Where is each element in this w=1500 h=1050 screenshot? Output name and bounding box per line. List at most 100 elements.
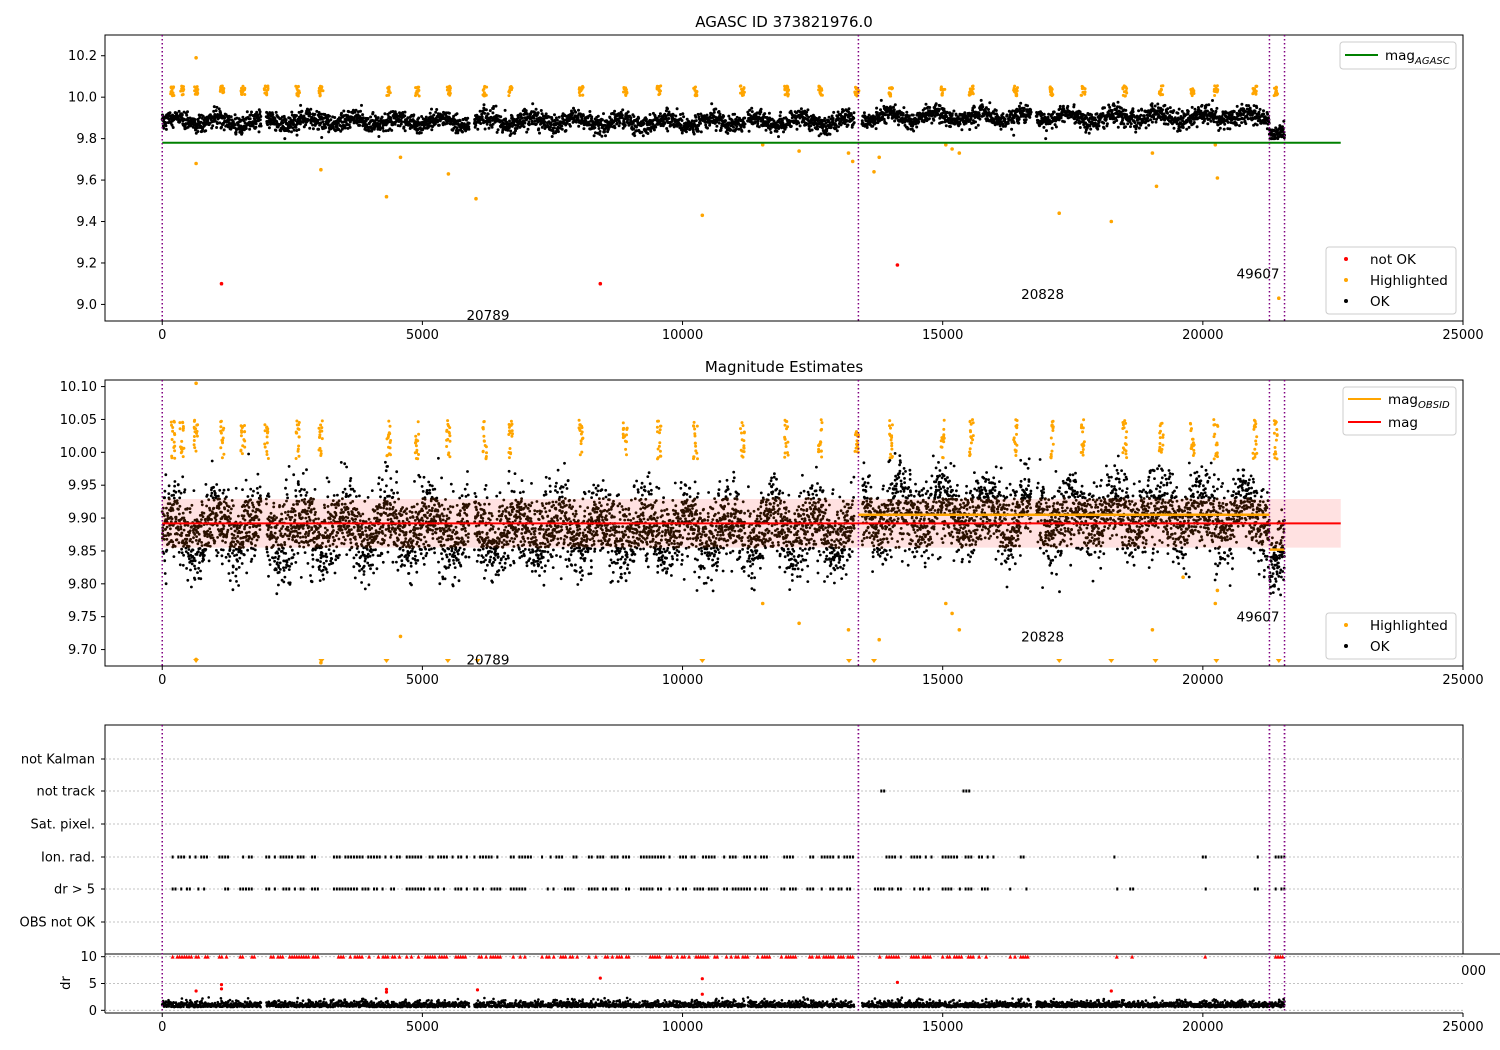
agasc-ok-point [901,112,905,115]
agasc-ok-point [710,102,714,106]
agasc-ok-point [327,130,331,134]
agasc-ok-point [1072,103,1076,107]
magnitude-ok-point [192,489,196,492]
agasc-ok-point [382,129,386,133]
agasc-ok-point [240,131,244,135]
agasc-ok-point [1122,122,1126,126]
agasc-ok-point [509,132,513,136]
agasc-highlighted-point [240,88,244,92]
magnitude-ok-point [161,529,165,533]
agasc-ok-point [513,131,517,135]
agasc-ok-point [806,108,810,112]
agasc-ytick-label: 9.2 [76,256,97,271]
agasc-ok-point [539,109,543,112]
agasc-ok-point [430,107,433,111]
magnitude-ok-point [190,562,194,566]
agasc-ok-point [618,121,622,125]
agasc-not-ok-point [895,263,900,267]
agasc-ok-point [724,119,727,123]
agasc-ok-point [491,111,495,115]
agasc-ok-point [1258,107,1262,111]
magnitude-ok-point [170,517,174,521]
agasc-ok-point [504,117,508,121]
agasc-highlighted-point [1253,91,1257,95]
agasc-ok-point [309,107,313,111]
magnitude-ok-point [177,507,180,511]
agasc-ytick-label: 9.8 [76,132,97,147]
agasc-ok-point [532,116,536,120]
agasc-ok-point [632,127,636,131]
agasc-ok-point [597,127,601,130]
agasc-highlighted-point [1015,94,1019,98]
agasc-ok-point [1062,120,1066,124]
agasc-ok-point [1059,116,1063,120]
agasc-highlighted-point [1081,85,1085,89]
agasc-highlighted-point [693,88,697,92]
agasc-ok-point [911,113,915,117]
agasc-title: AGASC ID 373821976.0 [695,13,873,31]
agasc-ok-point [248,127,252,131]
agasc-ok-point [1189,119,1193,123]
agasc-highlighted-point [417,88,421,92]
magnitude-ok-point [194,524,198,528]
agasc-ok-point [816,127,820,131]
agasc-ok-point [1108,105,1112,109]
agasc-ok-point [211,124,215,128]
agasc-ok-point [1052,110,1056,114]
magnitude-ok-point [180,551,184,555]
agasc-ok-point [714,107,718,111]
agasc-ok-point [378,128,382,131]
agasc-highlighted-point [578,93,582,97]
agasc-ok-point [666,129,670,133]
agasc-ok-point [198,116,202,119]
legend-highlighted-swatch [1344,278,1348,282]
agasc-ok-point [699,121,702,125]
agasc-ok-point [220,125,223,129]
agasc-ok-point [186,110,189,114]
agasc-ok-point [1066,104,1070,108]
agasc-ok-point [694,119,698,123]
agasc-ok-point [649,129,653,133]
agasc-ok-point [521,116,524,120]
agasc-highlighted-point [578,89,582,93]
agasc-ok-point [543,120,547,124]
agasc-ok-point [1223,122,1227,126]
agasc-ok-point [912,129,916,133]
agasc-ok-point [564,129,568,132]
magnitude-ok-point [185,567,189,570]
agasc-not-ok-point [219,281,224,286]
agasc-ok-point [1168,106,1172,110]
agasc-highlighted-point [939,88,943,92]
agasc-ok-point [228,118,232,122]
agasc-xtick-label: 20000 [1182,328,1223,343]
agasc-ok-point [756,122,760,126]
agasc-highlighted-point [817,85,821,89]
agasc-obsid-annotation: 20828 [1021,287,1064,303]
agasc-ok-point [1050,126,1054,130]
agasc-ok-point [1150,120,1154,124]
agasc-ok-point [333,116,337,119]
magnitude-ok-point [167,497,171,501]
agasc-highlighted-point [320,85,324,89]
agasc-ok-point [488,109,492,113]
agasc-ok-point [1121,116,1125,120]
agasc-ok-point [756,119,760,123]
agasc-highlighted-point [243,93,247,96]
agasc-ok-point [293,119,297,122]
agasc-ok-point [259,124,263,128]
agasc-highlighted-point [474,196,478,201]
magnitude-ok-point [197,550,200,554]
agasc-ok-point [902,106,906,110]
agasc-ok-point [534,107,538,111]
agasc-highlighted-point [940,93,944,97]
agasc-ok-point [1042,112,1046,116]
agasc-ok-point [875,106,879,110]
agasc-ok-point [494,104,498,108]
agasc-ok-point [1101,112,1105,115]
agasc-ok-point [782,130,785,134]
magnitude-ok-point [177,528,181,532]
agasc-obsid-annotation: 49607 [1237,266,1280,282]
agasc-ok-point [258,112,262,116]
agasc-ok-point [523,121,527,125]
agasc-ok-point [467,127,471,131]
